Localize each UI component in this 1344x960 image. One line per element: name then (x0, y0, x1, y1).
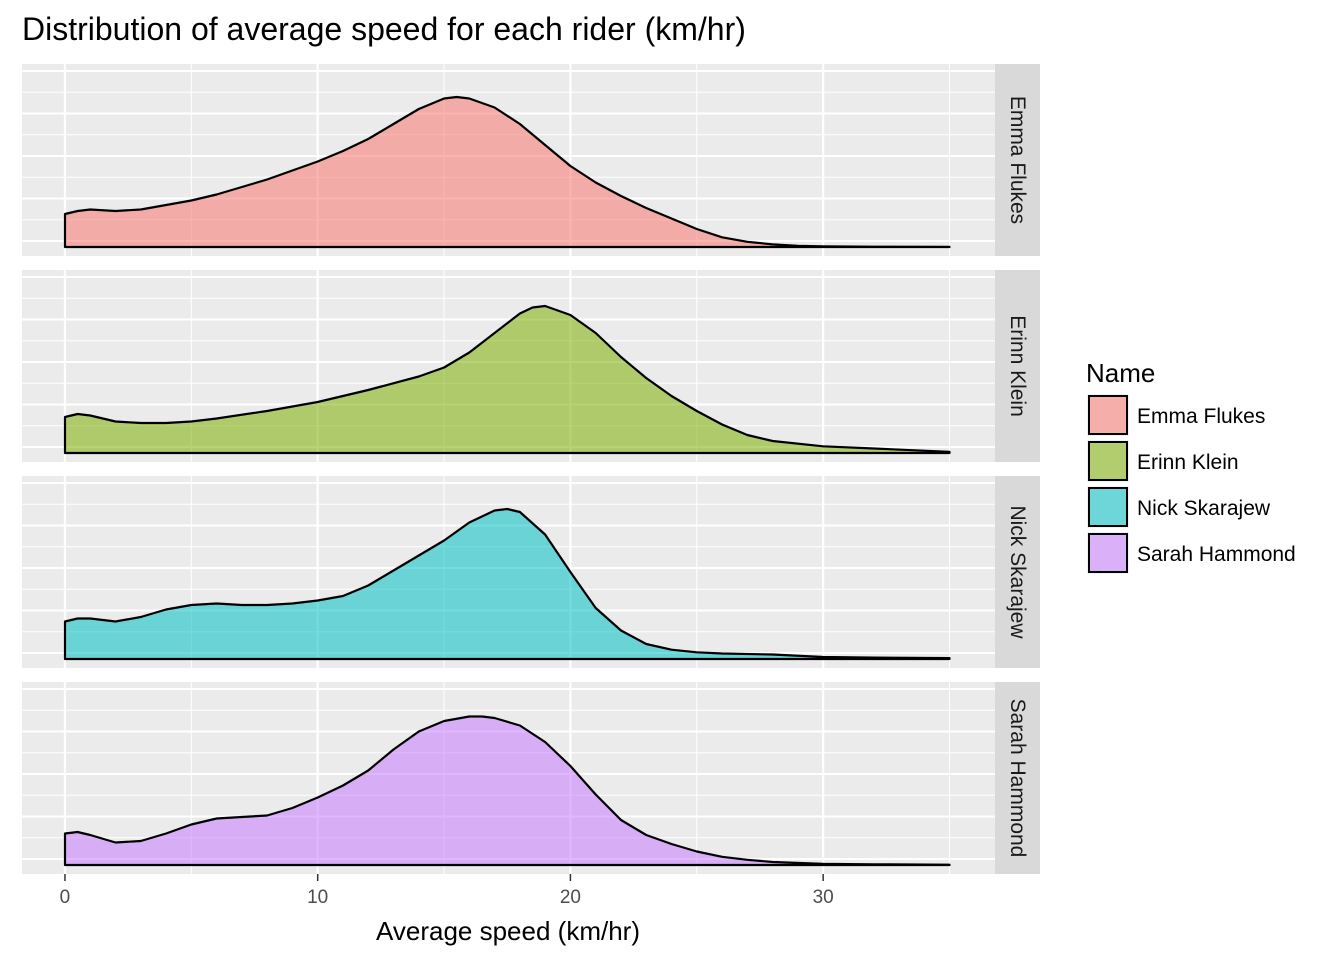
facet-strip (995, 270, 1040, 462)
x-tick-label: 0 (60, 887, 71, 908)
facet-strip-label: Nick Skarajew (1006, 505, 1029, 639)
density-area (63, 304, 951, 455)
legend-swatch (1088, 441, 1128, 481)
density-area (63, 715, 951, 867)
legend-swatch (1088, 395, 1128, 435)
x-tick-label: 10 (307, 887, 328, 908)
facet-strip-label: Emma Flukes (1006, 96, 1029, 224)
legend-label: Sarah Hammond (1137, 543, 1296, 566)
legend-swatch (1088, 533, 1128, 573)
legend-label: Erinn Klein (1137, 451, 1239, 474)
legend-swatch (1088, 487, 1128, 527)
facet-strip-label: Sarah Hammond (1006, 699, 1029, 858)
facet-panel: Erinn Klein (22, 270, 1040, 462)
facet-strip (995, 682, 1040, 874)
legend: Name Emma Flukes Erinn Klein Nick Skarajew… (1086, 358, 1296, 574)
x-axis-title: Average speed (km/hr) (376, 916, 640, 946)
facet-strip-label: Erinn Klein (1006, 315, 1029, 417)
legend-label: Nick Skarajew (1137, 497, 1271, 520)
density-area (63, 95, 951, 249)
facet-panel: Nick Skarajew (22, 476, 1040, 668)
density-area (63, 507, 951, 661)
facet-panel: Sarah Hammond (22, 682, 1040, 874)
facet-strip (995, 476, 1040, 668)
facet-strip (995, 64, 1040, 256)
legend-title: Name (1086, 358, 1155, 388)
facet-panels: Emma Flukes Erinn Klein Nick Skarajew Sarah… (22, 64, 1040, 874)
legend-label: Emma Flukes (1137, 405, 1265, 428)
legend-items: Emma Flukes Erinn Klein Nick Skarajew Sarah… (1087, 394, 1296, 574)
x-tick-label: 30 (813, 887, 834, 908)
chart-title: Distribution of average speed for each r… (22, 11, 746, 47)
facet-panel: Emma Flukes (22, 64, 1040, 256)
x-tick-label: 20 (560, 887, 581, 908)
x-axis: 0 10 20 30 (60, 874, 834, 908)
